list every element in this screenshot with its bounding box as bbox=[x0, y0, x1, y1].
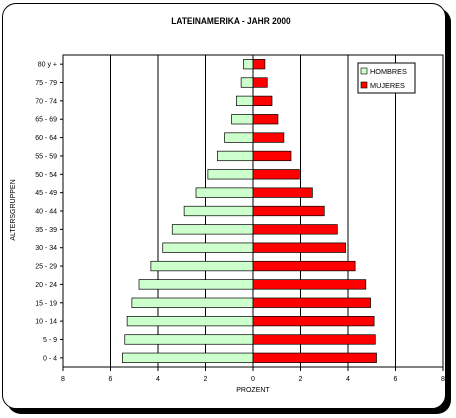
y-tick-label: 20 - 24 bbox=[35, 282, 57, 289]
x-tick-label: 6 bbox=[109, 376, 113, 383]
chart-title: LATEINAMERIKA - JAHR 2000 bbox=[171, 16, 291, 27]
x-tick-label: 8 bbox=[61, 376, 65, 383]
bar-hombres bbox=[124, 334, 254, 345]
bar-hombres bbox=[217, 150, 254, 162]
y-tick-label: 70 - 74 bbox=[35, 98, 57, 105]
bar-hombres bbox=[195, 187, 254, 198]
y-tick-label: 45 - 49 bbox=[35, 190, 57, 197]
legend-box bbox=[357, 62, 416, 94]
bar-mujeres bbox=[252, 242, 346, 253]
bar-hombres bbox=[236, 95, 254, 107]
bar-mujeres bbox=[252, 224, 338, 235]
bar-hombres bbox=[126, 315, 254, 327]
bar-hombres bbox=[207, 169, 254, 180]
bar-hombres bbox=[138, 279, 254, 290]
y-tick-label: 65 - 69 bbox=[35, 117, 57, 124]
y-tick-label: 15 - 19 bbox=[35, 300, 57, 307]
bar-hombres bbox=[231, 114, 254, 125]
y-tick-label: 55 - 59 bbox=[35, 153, 57, 160]
bar-mujeres bbox=[252, 205, 325, 217]
bar-hombres bbox=[224, 132, 254, 143]
bar-mujeres bbox=[252, 297, 371, 308]
y-tick-label: 80 y + bbox=[38, 62, 57, 69]
y-tick-label: 5 - 9 bbox=[43, 337, 57, 344]
bar-mujeres bbox=[252, 352, 377, 363]
bar-hombres bbox=[122, 352, 254, 363]
legend-label-hombres: HOMBRES bbox=[370, 67, 407, 76]
y-tick-label: 25 - 29 bbox=[35, 264, 57, 271]
x-tick-label: 2 bbox=[299, 376, 303, 383]
legend-label-mujeres: MUJERES bbox=[370, 81, 405, 90]
y-tick-label: 10 - 14 bbox=[35, 319, 57, 326]
x-tick-label: 4 bbox=[346, 376, 350, 383]
bar-hombres bbox=[162, 242, 254, 253]
y-tick-label: 50 - 54 bbox=[35, 172, 57, 179]
x-tick-label: 4 bbox=[156, 376, 160, 383]
x-tick-label: 2 bbox=[204, 376, 208, 383]
bar-mujeres bbox=[252, 114, 279, 125]
bar-mujeres bbox=[252, 315, 375, 327]
y-tick-label: 60 - 64 bbox=[35, 135, 57, 142]
bar-mujeres bbox=[252, 77, 268, 88]
bar-hombres bbox=[150, 260, 254, 272]
bar-hombres bbox=[243, 59, 254, 70]
bar-mujeres bbox=[252, 279, 367, 290]
legend-swatch-mujeres bbox=[360, 81, 368, 89]
bar-mujeres bbox=[252, 59, 266, 70]
bar-mujeres bbox=[252, 334, 376, 345]
bar-mujeres bbox=[252, 260, 356, 272]
bar-mujeres bbox=[252, 95, 273, 107]
bar-mujeres bbox=[252, 187, 313, 198]
x-tick-label: 8 bbox=[441, 376, 445, 383]
y-tick-label: 75 - 79 bbox=[35, 80, 57, 87]
y-tick-label: 35 - 39 bbox=[35, 227, 57, 234]
x-axis-label: PROZENT bbox=[236, 387, 270, 394]
bar-hombres bbox=[183, 205, 254, 217]
bar-hombres bbox=[240, 77, 254, 88]
bar-mujeres bbox=[252, 169, 300, 180]
legend-swatch-hombres bbox=[360, 67, 368, 75]
y-tick-label: 40 - 44 bbox=[35, 209, 57, 216]
bar-mujeres bbox=[252, 150, 292, 162]
x-tick-label: 6 bbox=[394, 376, 398, 383]
bar-mujeres bbox=[252, 132, 285, 143]
y-tick-label: 0 - 4 bbox=[43, 355, 57, 362]
y-axis-label: ALTERSGRUPPEN bbox=[10, 179, 17, 240]
bar-hombres bbox=[131, 297, 254, 308]
y-tick-label: 30 - 34 bbox=[35, 245, 57, 252]
legend: HOMBRES MUJERES bbox=[357, 62, 416, 94]
x-tick-label: 0 bbox=[251, 376, 255, 383]
bar-hombres bbox=[171, 224, 254, 235]
